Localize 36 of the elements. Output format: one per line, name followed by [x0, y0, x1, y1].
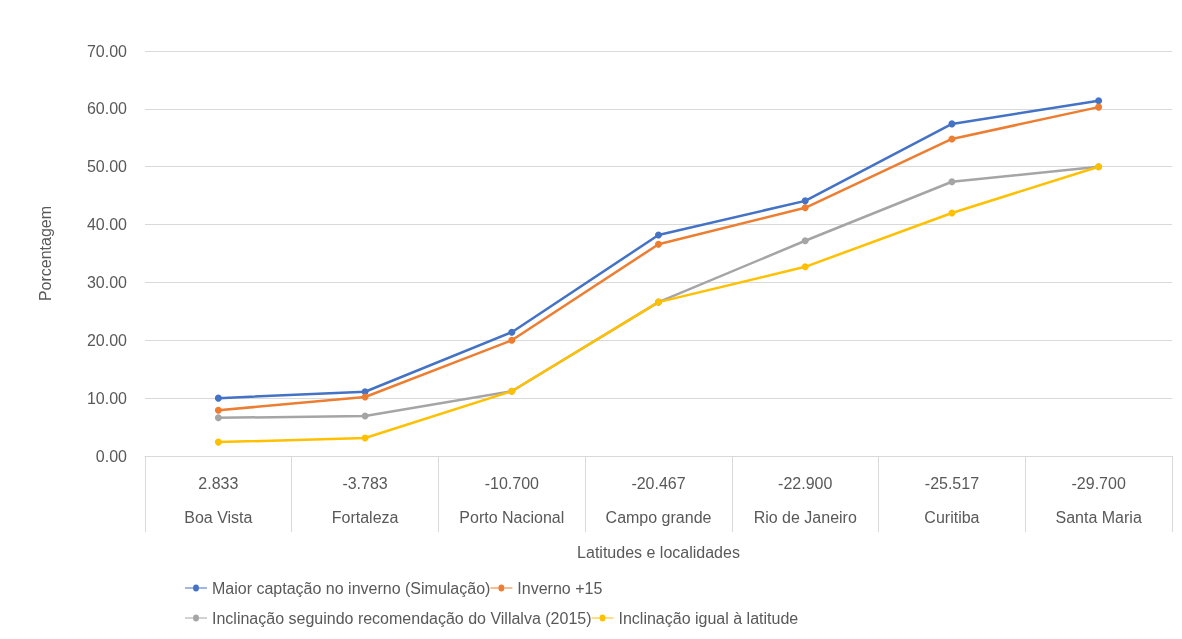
point — [508, 328, 516, 336]
point — [1095, 97, 1103, 105]
point — [508, 336, 516, 344]
y-tick-label: 10.00 — [86, 389, 128, 407]
y-tick-label: 20.00 — [86, 331, 128, 349]
point — [801, 204, 809, 212]
point — [214, 406, 222, 414]
y-tick-label: 50.00 — [86, 158, 128, 176]
legend-label: Inclinação seguindo recomendação do Villalva (2015) — [212, 609, 592, 627]
point — [948, 178, 956, 186]
y-tick-label: 30.00 — [86, 273, 128, 291]
point — [214, 438, 222, 446]
y-axis-title: Porcentagem — [36, 205, 54, 302]
point — [801, 263, 809, 271]
y-tick-label: 0.00 — [95, 447, 128, 465]
point — [801, 237, 809, 245]
x-axis-title: Latitudes e localidades — [577, 543, 740, 561]
x-tick-label: -25.517 Curitiba — [924, 474, 980, 526]
x-tick-label: -29.700 Santa Maria — [1055, 474, 1142, 526]
point — [655, 231, 662, 239]
legend-label: Inverno +15 — [517, 579, 603, 597]
y-tick-label: 70.00 — [86, 42, 128, 60]
legend-label: Maior captação no inverno (Simulação) — [212, 579, 491, 597]
point — [1095, 103, 1103, 111]
x-tick-label: -3.783 Fortaleza — [331, 474, 399, 526]
point — [214, 394, 222, 402]
x-tick-label: -20.467 Campo grande — [605, 474, 712, 526]
x-tick-label: -10.700 Porto Nacional — [459, 474, 565, 526]
x-tick-label: 2.833 Boa Vista — [184, 474, 253, 526]
legend-label: Inclinação igual à latitude — [618, 609, 799, 627]
point — [655, 240, 662, 248]
x-tick-label: -22.900 Rio de Janeiro — [753, 474, 857, 526]
point — [214, 414, 222, 422]
y-tick-label: 60.00 — [86, 100, 128, 118]
point — [801, 197, 809, 205]
y-tick-label: 40.00 — [86, 216, 128, 234]
